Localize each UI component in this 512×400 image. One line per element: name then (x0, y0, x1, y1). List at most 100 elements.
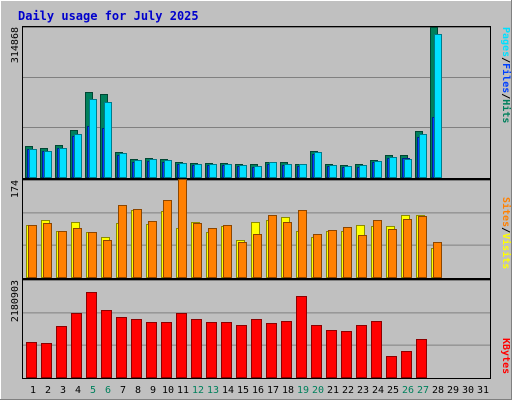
sites-bar (223, 225, 232, 278)
chart-title: Daily usage for July 2025 (18, 9, 199, 23)
middle-right-label: Sites/Visits (500, 197, 512, 269)
day-tick-label: 6 (105, 385, 111, 396)
pages-bar (389, 157, 397, 178)
kbytes-bar (146, 322, 157, 378)
day-tick-label: 7 (120, 385, 126, 396)
day-tick-label: 20 (312, 385, 324, 396)
legend-entry: / (500, 93, 511, 99)
kbytes-bar (251, 319, 262, 378)
sites-bar (268, 215, 277, 278)
pages-bar (434, 34, 442, 178)
sites-bar (208, 228, 217, 278)
legend-entry: / (500, 57, 511, 63)
kbytes-bar (326, 330, 337, 378)
day-tick-label: 11 (177, 385, 189, 396)
pages-bar (374, 161, 382, 178)
pages-bar (314, 152, 322, 178)
sites-bar (238, 242, 247, 278)
pages-bar (239, 165, 247, 178)
kbytes-bar (221, 322, 232, 378)
kbytes-bar (176, 313, 187, 378)
day-tick-label: 9 (150, 385, 156, 396)
day-tick-label: 15 (237, 385, 249, 396)
day-tick-label: 27 (417, 385, 429, 396)
legend-entry: / (500, 227, 511, 233)
day-tick-label: 14 (222, 385, 234, 396)
pages-bar (149, 159, 157, 178)
sites-bar (433, 242, 442, 278)
day-axis: 1 2 3 4 5 6 7 8 9 10 11 12 13 14 15 16 17 18 19 20 21 22 23 24 2… (30, 385, 489, 396)
day-tick-label: 23 (357, 385, 369, 396)
sites-bar (118, 205, 127, 278)
bottom-max-label: 2180903 (10, 280, 21, 322)
pages-bar (44, 151, 52, 178)
pages-bar (104, 102, 112, 178)
kbytes-bar (371, 321, 382, 378)
sites-bar (388, 229, 397, 278)
day-tick-label: 21 (327, 385, 339, 396)
sites-bar (403, 219, 412, 278)
kbytes-bar (341, 331, 352, 378)
sites-bar (163, 200, 172, 278)
top-right-label: Pages/Files/Hits (500, 27, 512, 123)
pages-bar (29, 149, 37, 178)
sites-bar (358, 235, 367, 278)
legend-entry: Pages (500, 27, 511, 57)
pages-bar (164, 160, 172, 178)
day-tick-label: 13 (207, 385, 219, 396)
kbytes-bar (311, 325, 322, 378)
day-tick-label: 30 (462, 385, 474, 396)
bottom-right-label: KBytes (500, 338, 511, 374)
kbytes-panel: 2180903 KBytes (10, 279, 511, 379)
kbytes-bar (191, 319, 202, 378)
pages-bar (89, 99, 97, 178)
pages-bar (404, 159, 412, 178)
sites-bar (328, 230, 337, 278)
kbytes-bar (71, 313, 82, 378)
pages-bar (119, 153, 127, 178)
kbytes-bar (56, 326, 67, 378)
kbytes-bar (206, 322, 217, 378)
pages-bar (299, 164, 307, 178)
pages-bar (134, 160, 142, 178)
day-tick-label: 8 (135, 385, 141, 396)
kbytes-bar (401, 351, 412, 378)
day-tick-label: 29 (447, 385, 459, 396)
day-tick-label: 17 (267, 385, 279, 396)
legend-entry: Visits (500, 233, 512, 269)
day-tick-label: 10 (162, 385, 174, 396)
kbytes-bar (236, 325, 247, 378)
sites-bar (253, 234, 262, 278)
pages-bar (359, 165, 367, 178)
kbytes-bar (86, 292, 97, 378)
sites-bar (43, 223, 52, 278)
pages-bar (179, 163, 187, 178)
day-tick-label: 26 (402, 385, 414, 396)
day-tick-label: 12 (192, 385, 204, 396)
legend-entry: Files (500, 63, 512, 93)
sites-bar (133, 209, 142, 278)
sites-bar (193, 223, 202, 278)
sites-bar (418, 216, 427, 278)
sites-bar (178, 179, 187, 278)
day-tick-label: 16 (252, 385, 264, 396)
kbytes-bar (161, 322, 172, 378)
sites-bar (313, 234, 322, 278)
day-tick-label: 2 (45, 385, 51, 396)
pages-bar (419, 134, 427, 178)
day-tick-label: 4 (75, 385, 81, 396)
sites-visits-panel: 174 Sites/Visits (10, 179, 512, 279)
hits-files-pages-panel: 314868 Pages/Files/Hits (10, 26, 512, 179)
legend-entry: Sites (500, 197, 512, 227)
pages-bar (329, 165, 337, 178)
kbytes-bar (386, 356, 397, 378)
pages-bar (224, 164, 232, 178)
sites-bar (73, 228, 82, 278)
kbytes-bar (26, 342, 37, 378)
day-tick-label: 19 (297, 385, 309, 396)
day-tick-label: 24 (372, 385, 384, 396)
kbytes-bar (281, 321, 292, 378)
sites-bar (28, 225, 37, 278)
pages-bar (209, 164, 217, 178)
